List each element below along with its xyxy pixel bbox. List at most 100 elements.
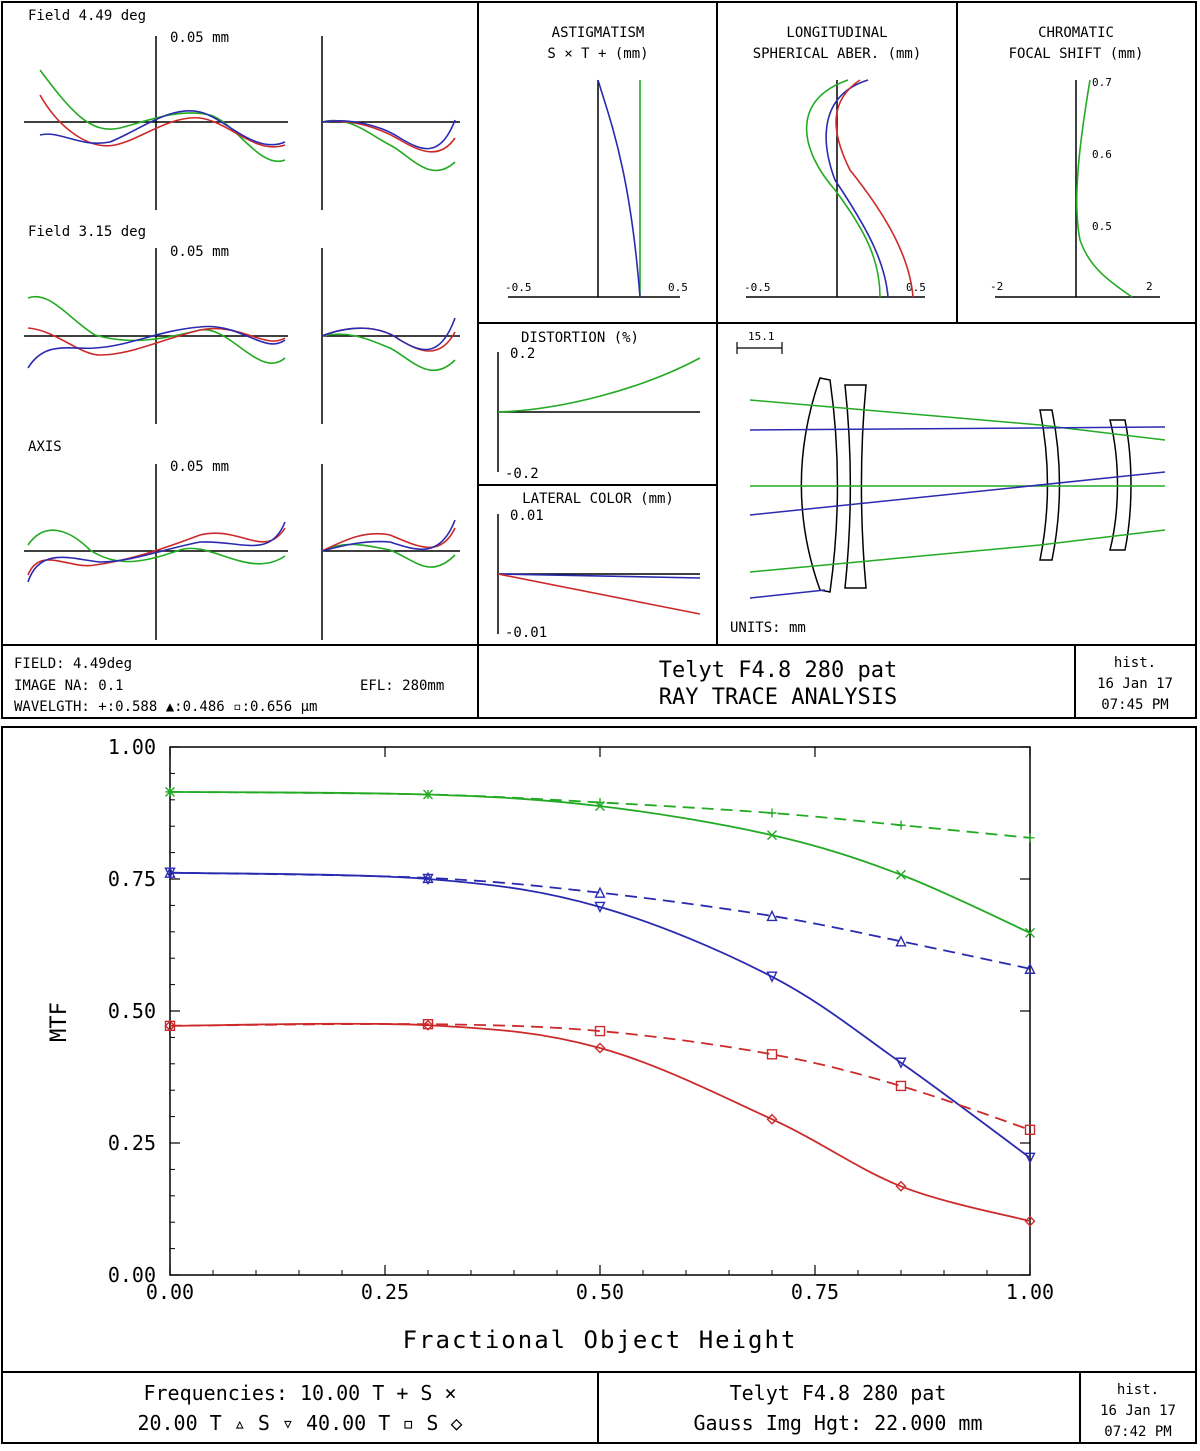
dist-title: DISTORTION (%) xyxy=(521,330,639,346)
chrom-tick-06: 0.6 xyxy=(1092,148,1112,161)
lat-ymin: -0.01 xyxy=(505,625,547,641)
ray-trace-panel: Field 4.49 deg 0.05 mm Field 3.15 deg 0.… xyxy=(1,1,1197,719)
lat-ymax: 0.01 xyxy=(510,508,544,524)
data-point-marker xyxy=(164,1020,176,1032)
y-tick-label: 0.25 xyxy=(108,1131,156,1155)
y-tick-label: 0.50 xyxy=(108,999,156,1023)
x-tick-label: 0.75 xyxy=(791,1280,839,1304)
mtf-footer: Frequencies: 10.00 T + S × 20.00 T ▵ S ▿… xyxy=(137,1381,1175,1440)
fan-row2-scale: 0.05 mm xyxy=(170,244,229,260)
mtf-chart: 0.000.00 0.25 0.25 0.50 0.50 0.75 0.75 1.00 1.00… xyxy=(47,735,1054,1354)
y-tick-label: 1.00 xyxy=(108,735,156,759)
footer-hist: hist. xyxy=(1114,655,1156,671)
data-point-marker xyxy=(895,1080,907,1092)
distortion-plot: DISTORTION (%) 0.2 -0.2 xyxy=(497,330,701,482)
data-point-marker xyxy=(422,873,434,886)
y-tick-label: 0.00 xyxy=(108,1263,156,1287)
series-40-00-s xyxy=(164,1019,1036,1227)
chrom-tick-05: 0.5 xyxy=(1092,220,1112,233)
fan-row3-label: AXIS xyxy=(28,439,62,455)
data-point-marker xyxy=(594,901,606,914)
lat-title: LATERAL COLOR (mm) xyxy=(522,491,674,507)
series-10-00-s xyxy=(165,786,1035,938)
data-point-marker xyxy=(423,789,433,800)
lsa-xmax: 0.5 xyxy=(906,281,926,294)
data-point-marker xyxy=(767,830,777,841)
data-point-marker xyxy=(594,1042,606,1054)
data-point-marker xyxy=(766,909,778,922)
data-point-marker xyxy=(1024,962,1036,974)
footer-field: FIELD: 4.49deg xyxy=(14,656,132,672)
data-point-marker xyxy=(165,786,175,797)
fan-row2-label: Field 3.15 deg xyxy=(28,224,146,240)
x-tick-label: 0.25 xyxy=(361,1280,409,1304)
data-point-marker xyxy=(594,886,606,898)
data-point-marker xyxy=(164,1020,176,1031)
data-point-marker xyxy=(594,1025,606,1037)
mtf-title1: Telyt F4.8 280 pat xyxy=(730,1381,947,1405)
dist-ymax: 0.2 xyxy=(510,346,535,362)
footer-date: 16 Jan 17 xyxy=(1097,676,1173,692)
chrom-xmin: -2 xyxy=(990,280,1003,293)
series-20-00-s xyxy=(164,867,1036,1164)
fan-row3-scale: 0.05 mm xyxy=(170,459,229,475)
dist-ymin: -0.2 xyxy=(505,466,539,482)
fan-row1-label: Field 4.49 deg xyxy=(28,8,146,24)
lsa-xmin: -0.5 xyxy=(744,281,771,294)
data-point-marker xyxy=(164,867,176,879)
chrom-xmax: 2 xyxy=(1146,280,1153,293)
footer-time: 07:45 PM xyxy=(1101,697,1168,713)
data-point-marker xyxy=(595,801,605,812)
data-point-marker xyxy=(896,869,906,880)
data-point-marker xyxy=(766,971,778,983)
astig-xmin: -0.5 xyxy=(505,281,532,294)
spherical-aberration-plot: LONGITUDINAL SPHERICAL ABER. (mm) -0.5 0… xyxy=(744,25,926,298)
mtf-xlabel: Fractional Object Height xyxy=(403,1326,798,1354)
series-line xyxy=(169,871,1031,970)
layout-scale: 15.1 xyxy=(748,330,775,343)
data-point-marker xyxy=(1025,927,1035,938)
astig-title2: S × T + (mm) xyxy=(547,46,648,62)
data-point-marker xyxy=(1024,1215,1036,1227)
data-point-marker xyxy=(896,820,906,830)
x-tick-label: 1.00 xyxy=(1006,1280,1054,1304)
footer-efl: EFL: 280mm xyxy=(360,678,444,694)
footer-na: IMAGE NA: 0.1 xyxy=(14,678,124,694)
data-point-marker xyxy=(422,1019,434,1031)
footer-wave: WAVELGTH: +:0.588 ▲:0.486 ▫:0.656 μm xyxy=(14,699,317,715)
mtf-ylabel: MTF xyxy=(47,1002,72,1042)
lens-layout: 15.1 UNITS: mm xyxy=(730,330,1166,636)
data-point-marker xyxy=(1024,1152,1036,1164)
astigmatism-plot: ASTIGMATISM S × T + (mm) -0.5 0.5 xyxy=(505,25,688,298)
chromatic-focal-shift-plot: CHROMATIC FOCAL SHIFT (mm) -2 2 0.7 0.6 … xyxy=(990,25,1160,298)
fan-row1-scale: 0.05 mm xyxy=(170,30,229,46)
mtf-title2: Gauss Img Hgt: 22.000 mm xyxy=(694,1411,983,1435)
series-line xyxy=(169,1022,1031,1223)
layout-units: UNITS: mm xyxy=(730,620,806,636)
mtf-time: 07:42 PM xyxy=(1104,1424,1171,1440)
series-line xyxy=(169,871,1031,1159)
lsa-title2: SPHERICAL ABER. (mm) xyxy=(753,46,922,62)
lateral-color-plot: LATERAL COLOR (mm) 0.01 -0.01 xyxy=(497,491,701,641)
data-point-marker xyxy=(767,808,777,818)
astig-title1: ASTIGMATISM xyxy=(552,25,645,41)
chrom-title2: FOCAL SHIFT (mm) xyxy=(1009,46,1144,62)
ray-trace-footer: FIELD: 4.49deg IMAGE NA: 0.1 EFL: 280mm … xyxy=(14,655,1173,715)
data-point-marker xyxy=(895,1057,907,1069)
footer-title2: RAY TRACE ANALYSIS xyxy=(659,685,897,710)
data-point-marker xyxy=(895,1180,907,1192)
footer-title1: Telyt F4.8 280 pat xyxy=(659,658,897,683)
x-tick-label: 0.00 xyxy=(146,1280,194,1304)
data-point-marker xyxy=(766,1049,778,1060)
y-tick-label: 0.75 xyxy=(108,867,156,891)
chrom-title1: CHROMATIC xyxy=(1038,25,1114,41)
astig-xmax: 0.5 xyxy=(668,281,688,294)
data-point-marker xyxy=(1025,833,1035,843)
data-point-marker xyxy=(895,935,907,947)
mtf-date: 16 Jan 17 xyxy=(1100,1403,1176,1419)
x-tick-label: 0.50 xyxy=(576,1280,624,1304)
ray-fan-plots: Field 4.49 deg 0.05 mm Field 3.15 deg 0.… xyxy=(24,8,460,640)
series-40-00-t xyxy=(164,1019,1036,1135)
mtf-freq1: Frequencies: 10.00 T + S × xyxy=(143,1381,456,1405)
data-point-marker xyxy=(766,1113,778,1125)
